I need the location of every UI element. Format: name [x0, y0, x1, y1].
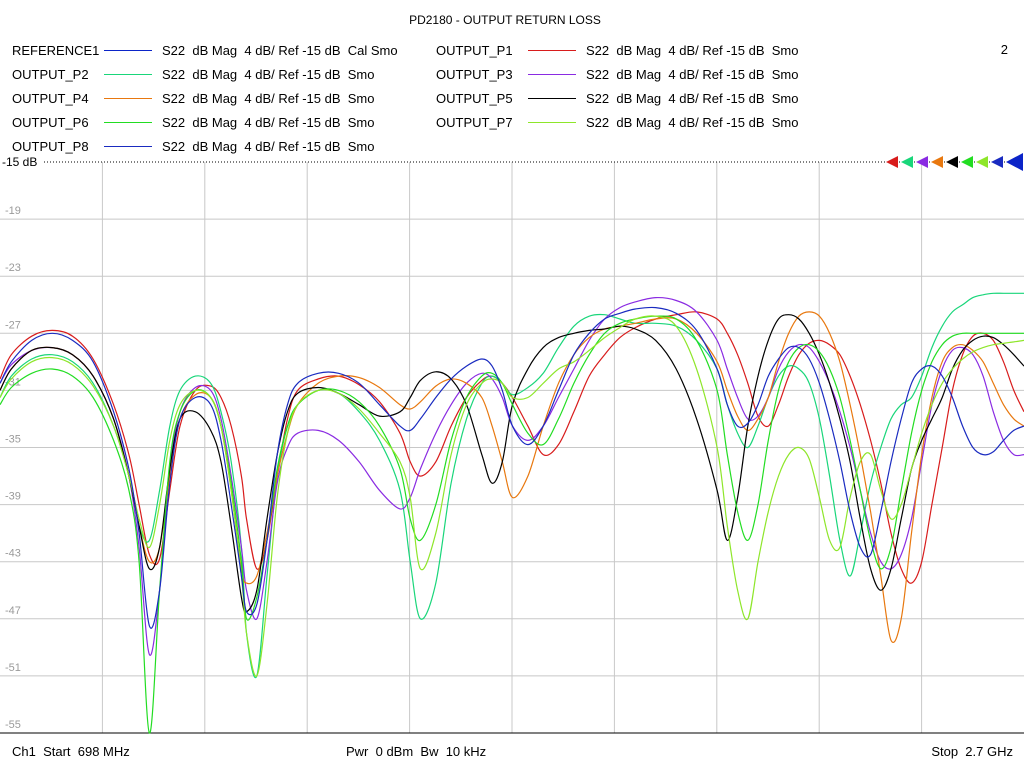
legend-trace-format: S22 dB Mag 4 dB/ Ref -15 dB Smo	[586, 90, 799, 106]
ref-marker-output-p1	[886, 156, 898, 168]
legend-trace-format: S22 dB Mag 4 dB/ Ref -15 dB Smo	[586, 66, 799, 82]
legend-trace-name: OUTPUT_P4	[12, 90, 89, 106]
legend-entry: OUTPUT_P6 S22 dB Mag 4 dB/ Ref -15 dB Smo	[12, 112, 374, 132]
ref-marker-output-p5	[946, 156, 958, 168]
legend-entry: OUTPUT_P4 S22 dB Mag 4 dB/ Ref -15 dB Smo	[12, 88, 374, 108]
legend-trace-format: S22 dB Mag 4 dB/ Ref -15 dB Smo	[586, 42, 799, 58]
legend-line-swatch	[104, 121, 152, 123]
legend-trace-name: REFERENCE1	[12, 42, 100, 58]
legend-entry: OUTPUT_P1 S22 dB Mag 4 dB/ Ref -15 dB Smo	[436, 40, 798, 60]
legend-trace-format: S22 dB Mag 4 dB/ Ref -15 dB Smo	[162, 114, 375, 130]
legend-trace-format: S22 dB Mag 4 dB/ Ref -15 dB Smo	[162, 138, 375, 154]
y-tick-label: -43	[5, 548, 21, 560]
legend-entry: OUTPUT_P2 S22 dB Mag 4 dB/ Ref -15 dB Smo	[12, 64, 374, 84]
y-tick-label: -39	[5, 491, 21, 503]
trace-output-p7	[0, 315, 1024, 677]
legend-trace-name: OUTPUT_P1	[436, 42, 513, 58]
reference-level-label: -15 dB	[2, 155, 38, 169]
legend-line-swatch	[528, 121, 576, 123]
legend-entry: OUTPUT_P8 S22 dB Mag 4 dB/ Ref -15 dB Smo	[12, 136, 374, 156]
ref-marker-output-p3	[916, 156, 928, 168]
status-start: Ch1 Start 698 MHz	[12, 744, 130, 759]
ref-marker-reference1	[1006, 153, 1023, 171]
status-stop: Stop 2.7 GHz	[931, 744, 1013, 759]
legend-trace-name: OUTPUT_P5	[436, 90, 513, 106]
legend-line-swatch	[104, 97, 152, 99]
legend-line-swatch	[528, 97, 576, 99]
trace-output-p4	[0, 311, 1024, 643]
page-number: 2	[1000, 42, 1008, 57]
ref-marker-output-p4	[931, 156, 943, 168]
trace-output-p6	[0, 315, 1024, 734]
legend: REFERENCE1 S22 dB Mag 4 dB/ Ref -15 dB Ca…	[0, 0, 1024, 160]
ref-marker-output-p8	[991, 156, 1003, 168]
y-tick-label: -27	[5, 319, 21, 331]
legend-trace-name: OUTPUT_P6	[12, 114, 89, 130]
trace-output-p8	[0, 306, 1024, 629]
y-tick-label: -51	[5, 662, 21, 674]
legend-trace-name: OUTPUT_P3	[436, 66, 513, 82]
y-tick-label: -35	[5, 434, 21, 446]
legend-line-swatch	[104, 49, 152, 51]
legend-trace-format: S22 dB Mag 4 dB/ Ref -15 dB Cal Smo	[162, 42, 398, 58]
trace-output-p2	[0, 292, 1024, 679]
legend-entry: OUTPUT_P5 S22 dB Mag 4 dB/ Ref -15 dB Smo	[436, 88, 798, 108]
legend-entry: OUTPUT_P7 S22 dB Mag 4 dB/ Ref -15 dB Smo	[436, 112, 798, 132]
legend-trace-format: S22 dB Mag 4 dB/ Ref -15 dB Smo	[162, 66, 375, 82]
legend-trace-name: OUTPUT_P8	[12, 138, 89, 154]
legend-line-swatch	[104, 145, 152, 147]
ref-marker-output-p7	[976, 156, 988, 168]
legend-trace-format: S22 dB Mag 4 dB/ Ref -15 dB Smo	[162, 90, 375, 106]
ref-marker-output-p6	[961, 156, 973, 168]
status-power-bandwidth: Pwr 0 dBm Bw 10 kHz	[346, 744, 487, 759]
legend-line-swatch	[104, 73, 152, 75]
y-tick-label: -47	[5, 605, 21, 617]
trace-output-p5	[0, 314, 1024, 613]
y-tick-label: -23	[5, 262, 21, 274]
legend-trace-name: OUTPUT_P2	[12, 66, 89, 82]
legend-entry: REFERENCE1 S22 dB Mag 4 dB/ Ref -15 dB Ca…	[12, 40, 398, 60]
legend-line-swatch	[528, 49, 576, 51]
ref-marker-output-p2	[901, 156, 913, 168]
y-tick-label: -19	[5, 205, 21, 217]
legend-trace-format: S22 dB Mag 4 dB/ Ref -15 dB Smo	[586, 114, 799, 130]
legend-line-swatch	[528, 73, 576, 75]
legend-trace-name: OUTPUT_P7	[436, 114, 513, 130]
chart-title: PD2180 - OUTPUT RETURN LOSS	[409, 13, 601, 27]
y-tick-label: -55	[5, 719, 21, 731]
legend-entry: OUTPUT_P3 S22 dB Mag 4 dB/ Ref -15 dB Smo	[436, 64, 798, 84]
